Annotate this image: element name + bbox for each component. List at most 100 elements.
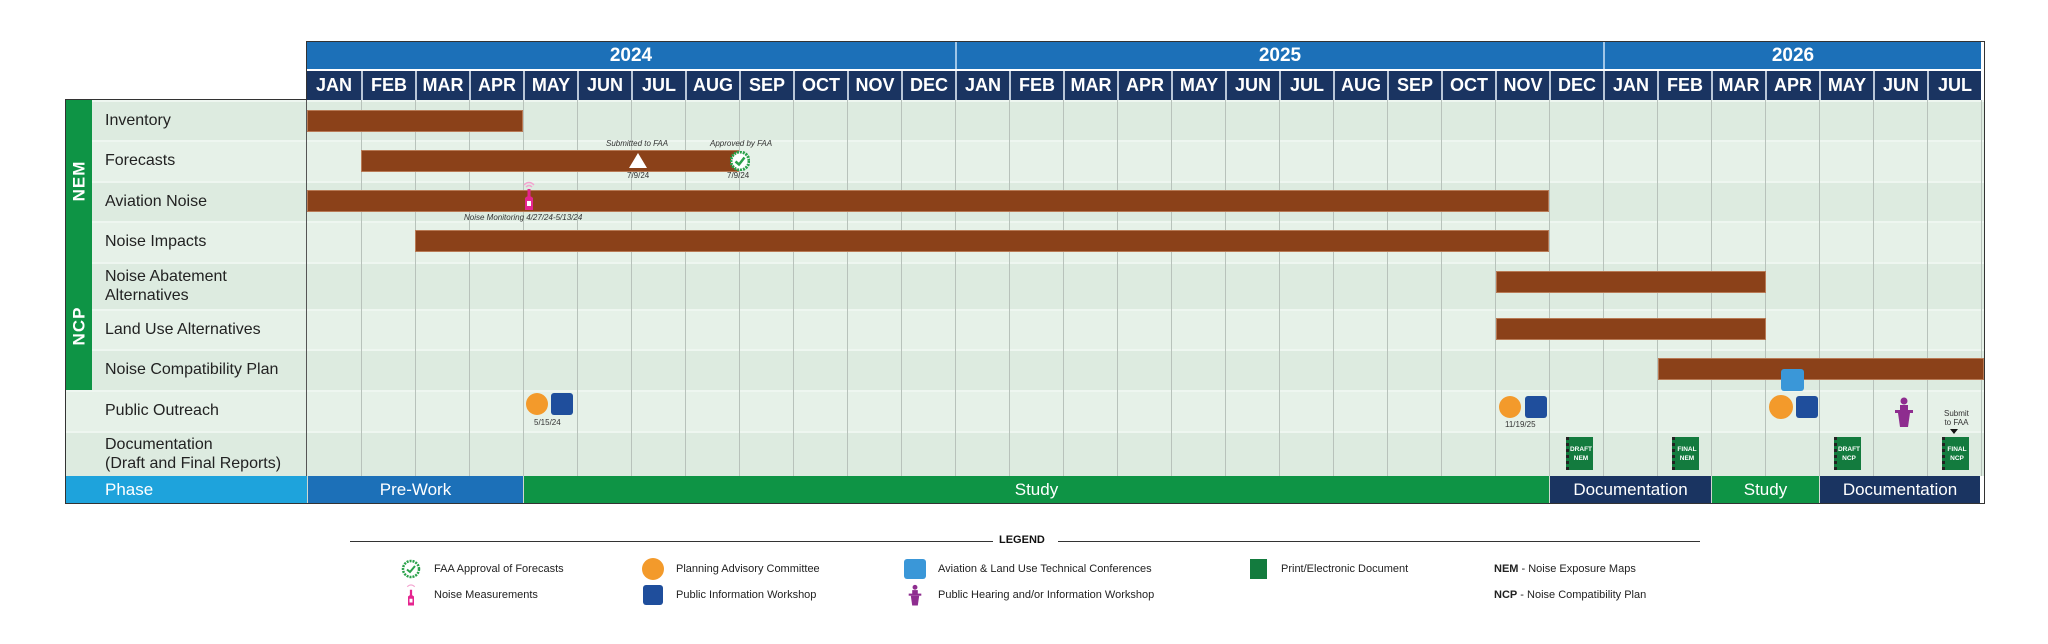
month-header-cell: SEP [1387, 71, 1441, 100]
grid-line [1063, 100, 1064, 476]
month-header-cell: JUN [577, 71, 631, 100]
grid-line [1441, 100, 1442, 476]
phase-label: Phase [66, 476, 307, 503]
month-header-cell: MAR [415, 71, 469, 100]
grid-line [1495, 100, 1496, 476]
month-header-cell: NOV [847, 71, 901, 100]
grid-line [415, 100, 416, 476]
month-header-cell: MAY [1819, 71, 1873, 100]
month-header-cell: MAR [1063, 71, 1117, 100]
row-label: Noise Abatement Alternatives [105, 267, 227, 304]
planning-committee-icon [1499, 396, 1521, 418]
legend-planning-committee: Planning Advisory Committee [642, 558, 820, 580]
bar-inventory [307, 110, 523, 132]
grid-line [1873, 100, 1874, 476]
group-ncp: NCP [66, 262, 92, 390]
bar-aviation-noise [307, 190, 1549, 212]
grid-line [1117, 100, 1118, 476]
public-hearing-icon [904, 584, 926, 606]
month-header-cell: MAR [1711, 71, 1765, 100]
month-header-cell: JAN [307, 71, 361, 100]
year-2026: 2026 [1603, 42, 1981, 69]
submit-arrow-icon [1950, 429, 1958, 434]
row-label: Noise Compatibility Plan [105, 361, 279, 378]
submitted-triangle-icon [629, 153, 647, 168]
grid-line [577, 100, 578, 476]
phase-study: Study [1711, 476, 1819, 503]
month-header-cell: JUN [1873, 71, 1927, 100]
legend-abbr-ncp: NCP - Noise Compatibility Plan [1494, 589, 1647, 601]
grid-line [1171, 100, 1172, 476]
row-label: Documentation (Draft and Final Reports) [105, 435, 282, 472]
grid-line [306, 100, 307, 476]
group-nem: NEM [66, 100, 92, 262]
public-hearing-icon [1894, 397, 1914, 432]
legend-document: Print/Electronic Document [1247, 558, 1408, 580]
legend-line-left [350, 541, 993, 542]
approved-label: Approved by FAA [710, 139, 773, 148]
grid-line [1927, 100, 1928, 476]
grid-line [685, 100, 686, 476]
month-header-cell: APR [1765, 71, 1819, 100]
bar-noise-compatibility-plan [1658, 358, 1984, 380]
phase-documentation: Documentation [1819, 476, 1980, 503]
legend-faa-approval: FAA Approval of Forecasts [400, 558, 564, 580]
year-2024: 2024 [307, 42, 955, 69]
faa-approval-icon [400, 558, 422, 580]
month-header-cell: OCT [1441, 71, 1495, 100]
row-label: Forecasts [105, 152, 176, 169]
month-header-cell: AUG [685, 71, 739, 100]
submitted-date: 7/9/24 [627, 171, 650, 180]
outreach-date-1: 5/15/24 [534, 418, 561, 427]
planning-committee-icon [1769, 395, 1793, 419]
month-header-cell: JUL [631, 71, 685, 100]
public-workshop-icon [1525, 396, 1547, 418]
grid-line [469, 100, 470, 476]
grid-line [1981, 100, 1982, 476]
grid-line [1819, 100, 1820, 476]
grid-line [523, 100, 524, 476]
row-label: Inventory [105, 111, 171, 129]
month-header-cell: MAY [523, 71, 577, 100]
grid-line [361, 100, 362, 476]
month-header-cell: AUG [1333, 71, 1387, 100]
document-final-nem: FINAL NEM [1672, 437, 1699, 470]
legend-abbr-nem: NEM - Noise Exposure Maps [1494, 563, 1636, 575]
noise-meter-icon [400, 584, 422, 606]
bar-noise-abatement [1496, 271, 1766, 293]
grid-line [1387, 100, 1388, 476]
bar-land-use [1496, 318, 1766, 340]
technical-conference-icon [904, 558, 926, 580]
submit-to-faa-label: Submit to FAA [1944, 409, 1969, 427]
grid-line [847, 100, 848, 476]
month-header-cell: MAY [1171, 71, 1225, 100]
grid-line [901, 100, 902, 476]
bar-forecasts [361, 150, 739, 172]
legend-technical-conference: Aviation & Land Use Technical Conference… [904, 558, 1152, 580]
legend-title: LEGEND [999, 534, 1045, 546]
row-background [66, 390, 1984, 431]
chart-frame [65, 99, 1985, 504]
document-icon [1247, 558, 1269, 580]
year-2025: 2025 [955, 42, 1603, 69]
grid-line [1225, 100, 1226, 476]
phase-pre-work: Pre-Work [307, 476, 523, 503]
legend-public-workshop: Public Information Workshop [642, 584, 816, 606]
public-workshop-icon [642, 584, 664, 606]
approved-date: 7/9/24 [727, 171, 750, 180]
faa-approval-icon [729, 150, 751, 176]
month-header-cell: JAN [955, 71, 1009, 100]
legend-line-right [1058, 541, 1700, 542]
month-header-cell: DEC [901, 71, 955, 100]
submitted-label: Submitted to FAA [606, 139, 669, 148]
month-header-cell: JUL [1279, 71, 1333, 100]
public-workshop-icon [1796, 396, 1818, 418]
phase-documentation: Documentation [1549, 476, 1711, 503]
month-header-cell: FEB [1657, 71, 1711, 100]
row-label: Aviation Noise [105, 192, 207, 210]
legend-noise-measurements: Noise Measurements [400, 584, 538, 606]
month-header-cell: FEB [1009, 71, 1063, 100]
planning-committee-icon [642, 558, 664, 580]
outreach-date-2: 11/19/25 [1505, 420, 1536, 429]
row-label: Public Outreach [105, 402, 219, 419]
